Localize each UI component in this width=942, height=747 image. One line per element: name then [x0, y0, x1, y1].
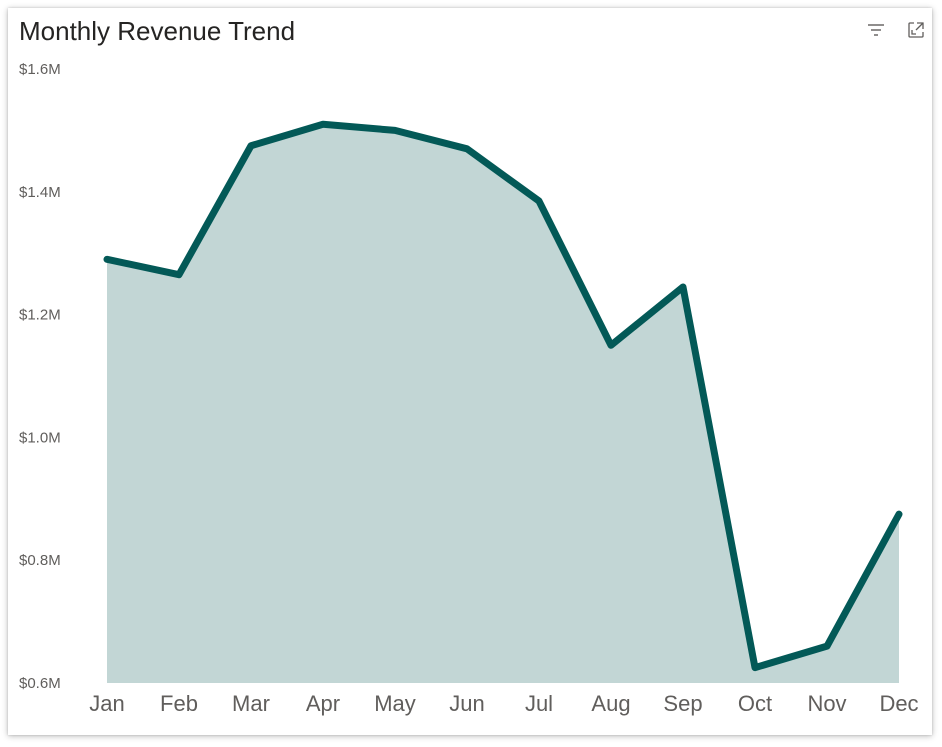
area-fill: [107, 124, 899, 683]
area-chart: $0.6M $0.8M $1.0M $1.2M $1.4M $1.6M Jan Feb Mar A…: [19, 61, 919, 716]
y-tick-label: $0.8M: [19, 552, 61, 569]
y-tick-label: $0.6M: [19, 675, 61, 692]
data-point-aug: [608, 342, 615, 349]
x-tick-label: Jan: [89, 691, 124, 716]
data-point-oct: [752, 664, 759, 671]
y-tick-label: $1.6M: [19, 61, 61, 78]
y-tick-label: $1.4M: [19, 184, 61, 201]
data-point-sep: [680, 283, 687, 290]
x-tick-label: Apr: [306, 691, 340, 716]
x-tick-label: Nov: [807, 691, 846, 716]
x-tick-label: Jul: [525, 691, 553, 716]
focus-mode-icon[interactable]: [906, 20, 926, 40]
data-point-feb: [176, 271, 183, 278]
data-point-nov: [824, 643, 831, 650]
x-tick-label: Oct: [738, 691, 772, 716]
data-point-may: [392, 127, 399, 134]
data-point-apr: [320, 121, 327, 128]
data-point-dec: [896, 511, 903, 518]
data-point-jan: [104, 256, 111, 263]
x-tick-label: May: [374, 691, 416, 716]
x-tick-label: Mar: [232, 691, 270, 716]
chart-card: Monthly Revenue Trend $0.6M $0.8M $1.0M $1.…: [8, 8, 932, 735]
x-tick-label: Dec: [879, 691, 918, 716]
series-line-revenue: [103, 120, 903, 672]
data-point-mar: [248, 142, 255, 149]
data-point-jun: [464, 145, 471, 152]
x-tick-label: Sep: [663, 691, 702, 716]
data-point-jul: [536, 198, 543, 205]
x-tick-label: Aug: [591, 691, 630, 716]
y-tick-label: $1.0M: [19, 429, 61, 446]
x-tick-label: Feb: [160, 691, 198, 716]
x-tick-label: Jun: [449, 691, 484, 716]
visual-header-icons: [866, 20, 926, 40]
chart-title: Monthly Revenue Trend: [19, 16, 296, 46]
filter-icon[interactable]: [866, 20, 886, 40]
y-tick-label: $1.2M: [19, 307, 61, 324]
